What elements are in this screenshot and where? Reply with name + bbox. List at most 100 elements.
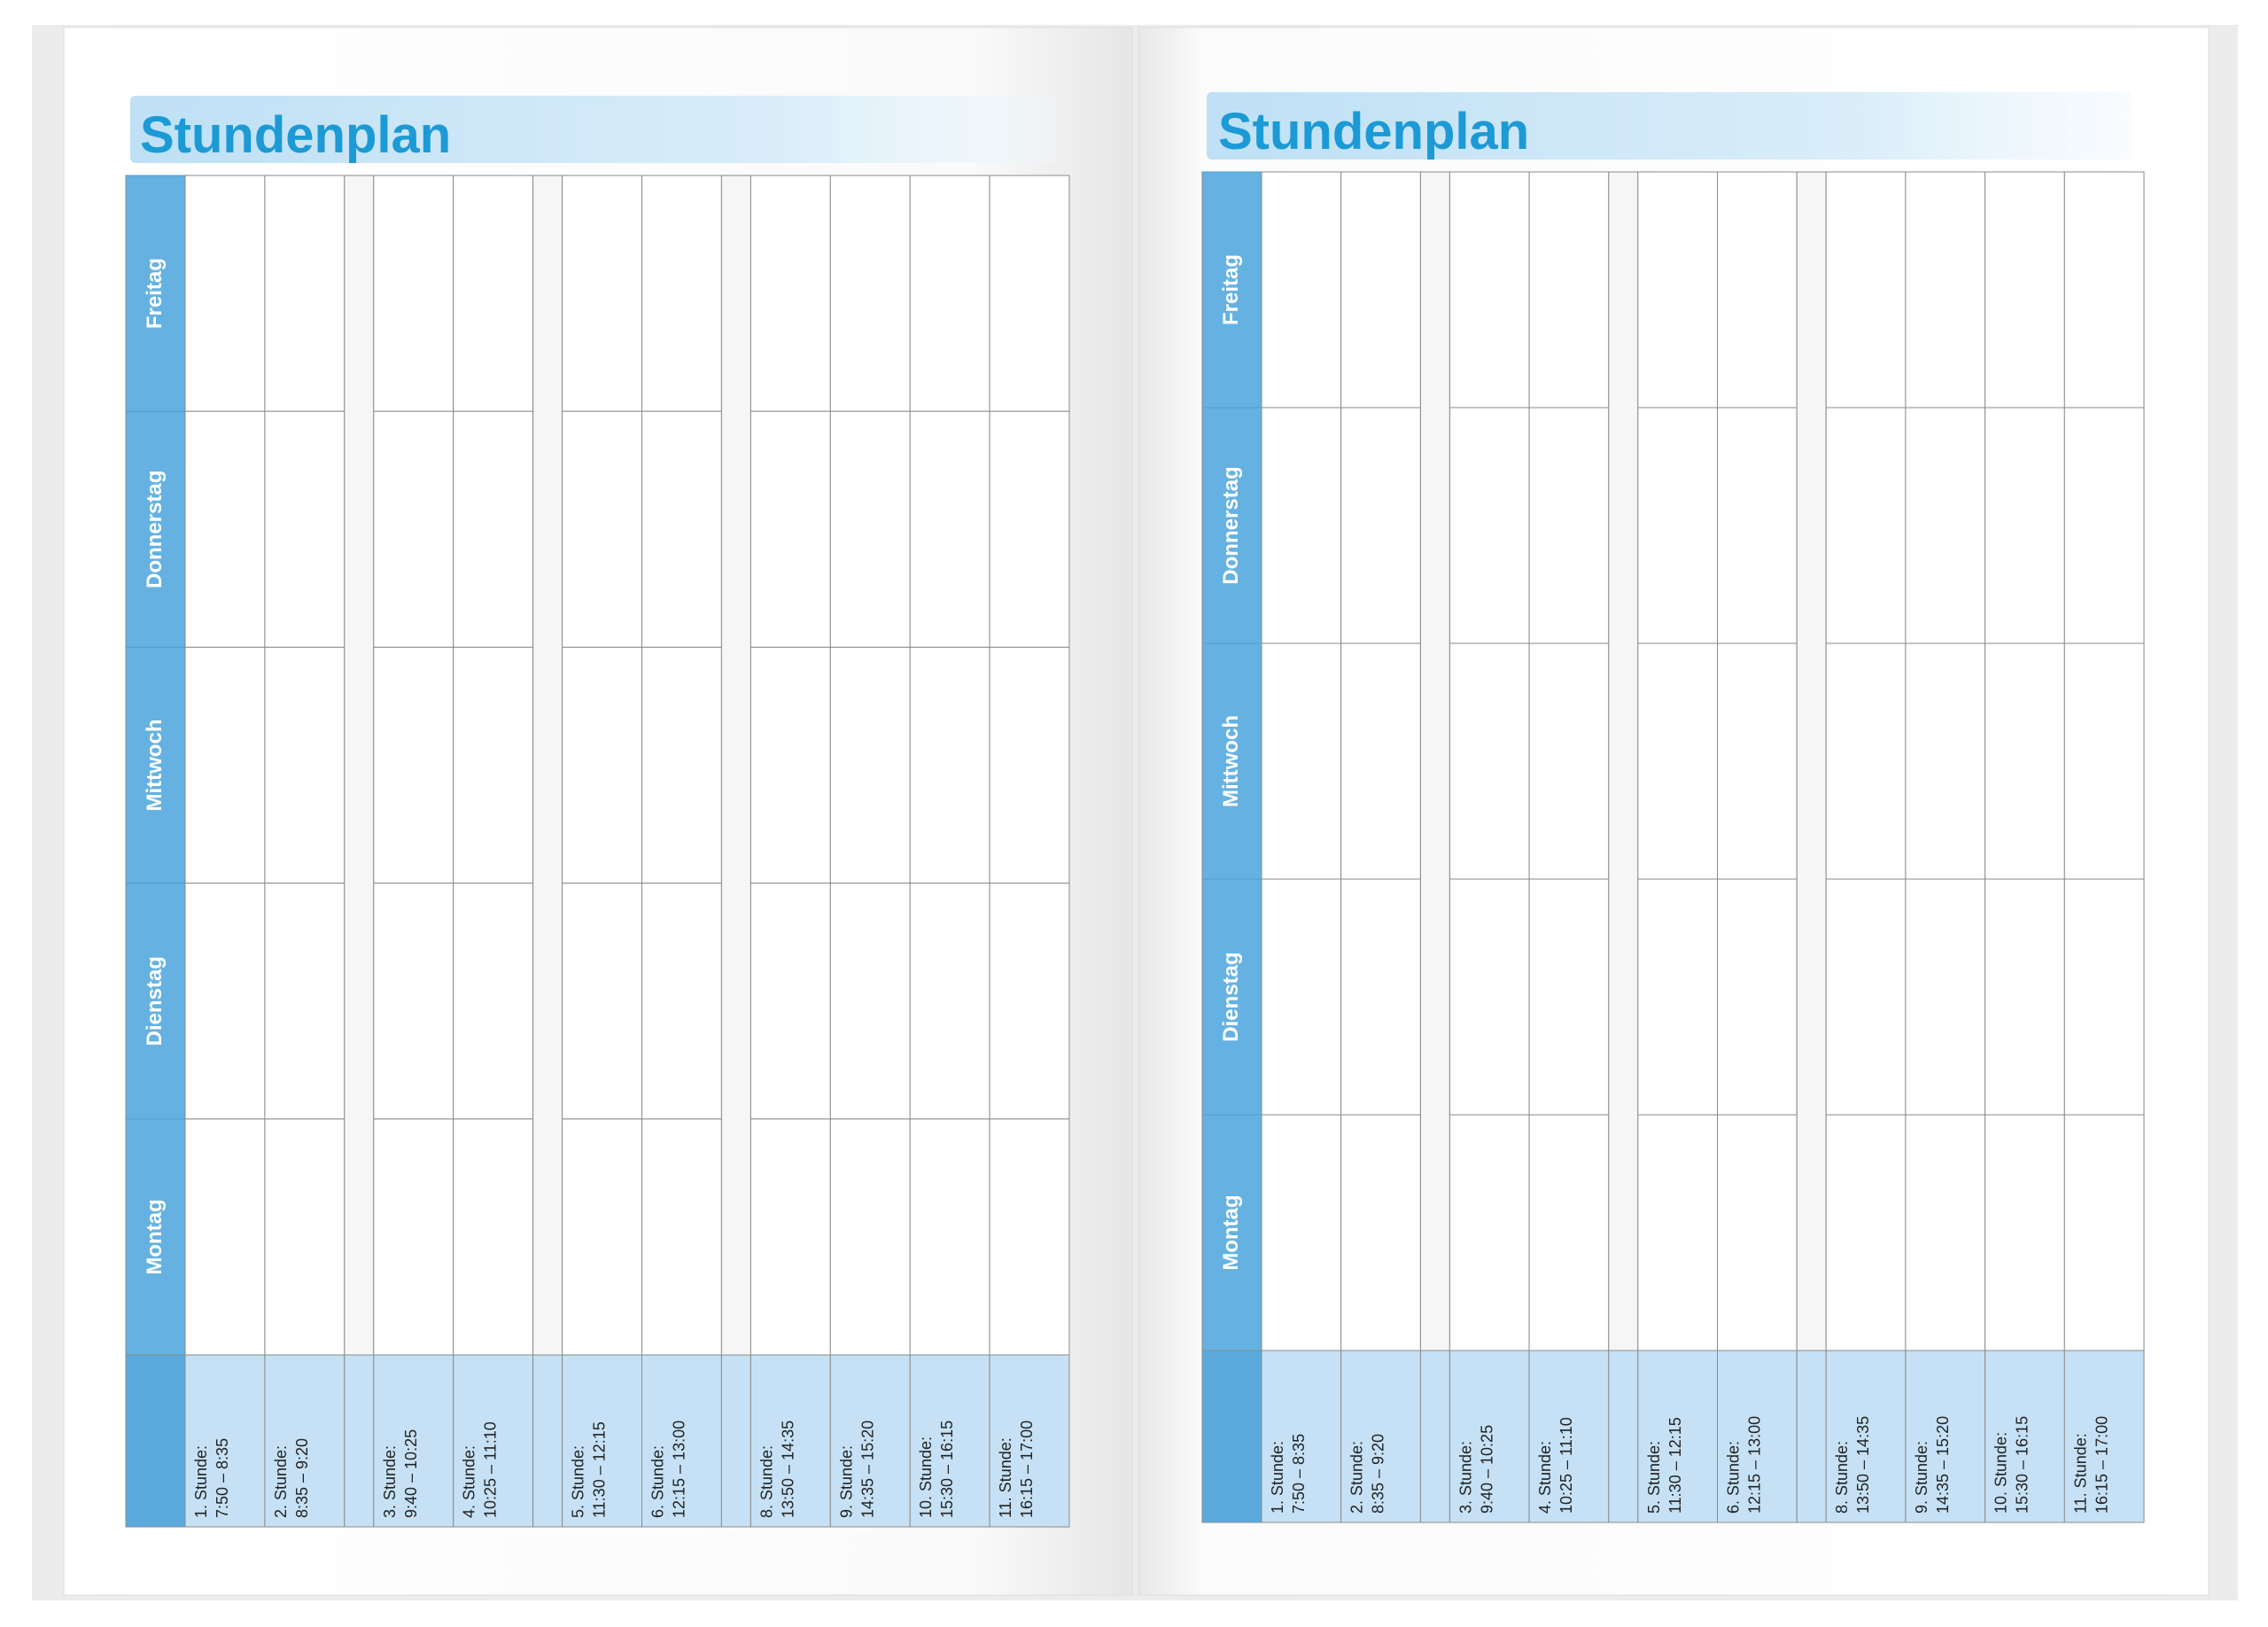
timetable-cell bbox=[1717, 642, 1798, 880]
break-gap bbox=[344, 175, 375, 1356]
break-gap-header bbox=[1419, 1350, 1450, 1523]
timetable-cell bbox=[1637, 171, 1719, 409]
timetable-cell bbox=[1825, 1114, 1907, 1351]
timetable-cell bbox=[2063, 407, 2145, 644]
timetable-cell bbox=[909, 883, 990, 1120]
timetable-cell bbox=[184, 175, 266, 412]
period-header bbox=[1340, 1350, 1421, 1523]
timetable-cell bbox=[1637, 1114, 1719, 1351]
timetable-cell bbox=[909, 175, 990, 412]
day-label: Dienstag bbox=[1219, 952, 1243, 1041]
period-time: 14:35 – 15:20 bbox=[1934, 1416, 1952, 1514]
period-header bbox=[1717, 1350, 1798, 1523]
period-label: 11. Stunde: bbox=[997, 1437, 1014, 1518]
period-header bbox=[1528, 1350, 1610, 1523]
timetable-cell bbox=[453, 1118, 534, 1356]
timetable-cell bbox=[264, 175, 346, 412]
timetable-cell bbox=[1984, 878, 2065, 1116]
timetable-cell bbox=[989, 883, 1070, 1120]
period-time: 13:50 – 14:35 bbox=[1854, 1416, 1872, 1514]
break-gap bbox=[720, 175, 751, 1356]
period-time: 9:40 – 10:25 bbox=[402, 1429, 420, 1518]
timetable-cell bbox=[453, 646, 534, 884]
period-header bbox=[453, 1354, 534, 1528]
timetable-cell bbox=[1717, 1114, 1798, 1351]
break-gap bbox=[1608, 171, 1639, 1351]
timetable-cell bbox=[1717, 171, 1798, 409]
timetable-cell bbox=[829, 1118, 911, 1356]
timetable-cell bbox=[1528, 171, 1610, 409]
timetable-cell bbox=[1905, 171, 1986, 409]
break-gap-header bbox=[1608, 1350, 1639, 1523]
period-label: 4. Stunde: bbox=[1536, 1441, 1554, 1514]
period-header bbox=[562, 1354, 642, 1528]
timetable-cell bbox=[1340, 1114, 1421, 1351]
timetable-cell bbox=[373, 175, 454, 412]
timetable-cell bbox=[562, 410, 642, 648]
title-banner bbox=[1207, 92, 2132, 160]
timetable-cell bbox=[1449, 642, 1530, 880]
timetable-cell bbox=[1449, 1114, 1530, 1351]
timetable-cell bbox=[750, 646, 831, 884]
timetable-cell bbox=[989, 1118, 1070, 1356]
timetable-cell bbox=[453, 883, 534, 1120]
period-label: 1. Stunde: bbox=[192, 1445, 210, 1518]
timetable-cell bbox=[1340, 171, 1421, 409]
period-header bbox=[1984, 1350, 2065, 1523]
timetable-cell bbox=[641, 175, 722, 412]
day-column bbox=[1201, 171, 1262, 1351]
timetable-cell bbox=[1984, 407, 2065, 644]
timetable-cell bbox=[1449, 878, 1530, 1116]
timetable-cell bbox=[184, 883, 266, 1120]
day-label: Mittwoch bbox=[1219, 715, 1243, 807]
day-label: Dienstag bbox=[143, 956, 167, 1046]
day-label: Montag bbox=[143, 1199, 167, 1274]
timetable-cell bbox=[909, 410, 990, 648]
timetable-cell bbox=[641, 883, 722, 1120]
page-title: Stundenplan bbox=[1218, 103, 1529, 160]
timetable-cell bbox=[1825, 171, 1907, 409]
period-label: 9. Stunde: bbox=[1913, 1441, 1930, 1514]
timetable-cell bbox=[909, 646, 990, 884]
break-gap bbox=[532, 175, 563, 1356]
period-label: 10. Stunde: bbox=[1992, 1432, 2010, 1514]
timetable-cell bbox=[909, 1118, 990, 1356]
timetable-cell bbox=[1528, 407, 1610, 644]
timetable-cell bbox=[1637, 407, 1719, 644]
timetable-cell bbox=[373, 410, 454, 648]
timetable-cell bbox=[2063, 878, 2145, 1116]
period-time: 8:35 – 9:20 bbox=[293, 1438, 311, 1518]
timetable-cell bbox=[1261, 171, 1342, 409]
timetable-cell bbox=[1340, 878, 1421, 1116]
period-time: 12:15 – 13:00 bbox=[1746, 1416, 1764, 1514]
period-label: 8. Stunde: bbox=[1833, 1441, 1851, 1514]
timetable-cell bbox=[1637, 878, 1719, 1116]
period-header bbox=[1261, 1350, 1342, 1523]
timetable-cell bbox=[829, 410, 911, 648]
period-time: 7:50 – 8:35 bbox=[1290, 1434, 1308, 1514]
period-label: 11. Stunde: bbox=[2071, 1433, 2089, 1514]
timetable-cell bbox=[2063, 1114, 2145, 1351]
timetable-cell bbox=[264, 1118, 346, 1356]
timetable-cell bbox=[562, 646, 642, 884]
timetable-cell bbox=[1825, 407, 1907, 644]
timetable-cell bbox=[562, 175, 642, 412]
timetable-cell bbox=[2063, 642, 2145, 880]
day-label: Mittwoch bbox=[143, 720, 167, 812]
day-label: Freitag bbox=[1219, 254, 1243, 325]
period-time: 11:30 – 12:15 bbox=[591, 1421, 609, 1518]
break-gap bbox=[1796, 171, 1827, 1351]
period-time: 9:40 – 10:25 bbox=[1478, 1425, 1495, 1514]
period-header bbox=[1825, 1350, 1907, 1523]
timetable-cell bbox=[750, 883, 831, 1120]
timetable-cell bbox=[750, 1118, 831, 1356]
period-time: 15:30 – 16:15 bbox=[938, 1421, 956, 1518]
period-header bbox=[989, 1354, 1070, 1528]
header-corner bbox=[1201, 1350, 1262, 1523]
period-label: 5. Stunde: bbox=[1645, 1441, 1663, 1514]
timetable-cell bbox=[1449, 407, 1530, 644]
timetable-cell bbox=[1340, 642, 1421, 880]
period-header bbox=[750, 1354, 831, 1528]
period-header bbox=[829, 1354, 911, 1528]
period-label: 5. Stunde: bbox=[570, 1445, 587, 1518]
